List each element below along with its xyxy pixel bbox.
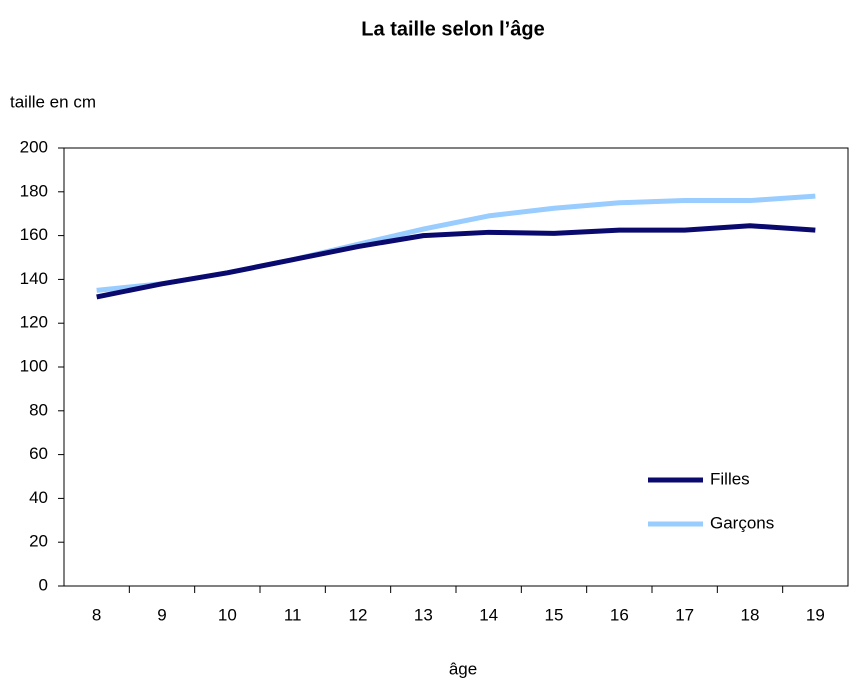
- x-tick-label: 15: [545, 605, 564, 624]
- x-tick-label: 17: [675, 605, 694, 624]
- y-tick-label: 120: [20, 313, 48, 332]
- chart-title: La taille selon l’âge: [361, 18, 544, 40]
- y-tick-label: 80: [29, 400, 48, 419]
- x-tick-label: 11: [284, 605, 302, 624]
- y-tick-label: 140: [20, 269, 48, 288]
- y-tick-label: 160: [20, 225, 48, 244]
- y-tick-label: 100: [20, 356, 48, 375]
- y-tick-label: 200: [20, 137, 48, 156]
- x-axis-label: âge: [449, 659, 477, 678]
- x-tick-label: 12: [349, 605, 368, 624]
- y-tick-label: 60: [29, 444, 48, 463]
- y-tick-label: 0: [39, 575, 48, 594]
- y-tick-label: 40: [29, 488, 48, 507]
- x-tick-label: 14: [479, 605, 498, 624]
- x-tick-label: 13: [414, 605, 433, 624]
- x-tick-label: 16: [610, 605, 629, 624]
- x-tick-label: 8: [92, 605, 101, 624]
- series-line: [96, 223, 816, 300]
- legend-label: Garçons: [710, 513, 774, 532]
- y-tick-label: 180: [20, 181, 48, 200]
- x-tick-label: 9: [157, 605, 166, 624]
- x-tick-label: 18: [741, 605, 760, 624]
- y-axis-label: taille en cm: [10, 92, 96, 111]
- legend-label: Filles: [710, 469, 750, 488]
- x-tick-label: 10: [218, 605, 237, 624]
- y-tick-label: 20: [29, 532, 48, 551]
- x-tick-label: 19: [806, 605, 825, 624]
